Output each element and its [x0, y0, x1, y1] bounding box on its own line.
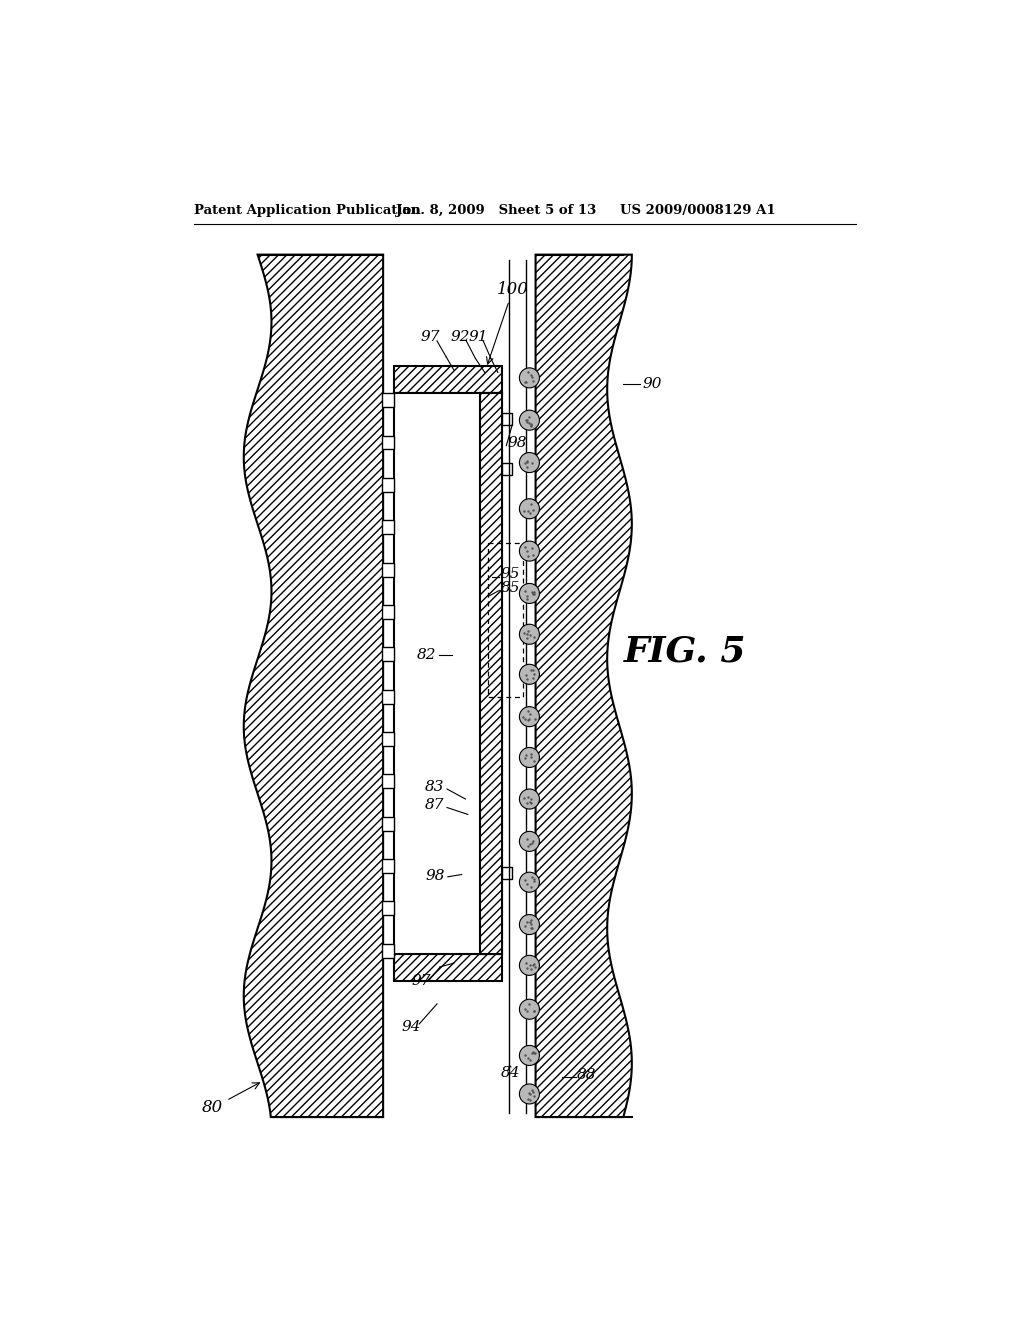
Text: 98: 98	[508, 437, 527, 450]
Polygon shape	[382, 859, 394, 873]
Text: 83: 83	[425, 780, 444, 795]
Polygon shape	[536, 255, 632, 1117]
Circle shape	[519, 999, 540, 1019]
Polygon shape	[502, 867, 512, 879]
Text: 94: 94	[401, 1020, 421, 1034]
Polygon shape	[382, 817, 394, 830]
Polygon shape	[382, 689, 394, 704]
Circle shape	[519, 873, 540, 892]
Circle shape	[519, 411, 540, 430]
Circle shape	[519, 915, 540, 935]
Text: 85: 85	[501, 581, 520, 595]
Text: US 2009/0008129 A1: US 2009/0008129 A1	[620, 205, 775, 218]
Polygon shape	[394, 954, 502, 981]
Text: 98: 98	[425, 869, 444, 883]
Polygon shape	[382, 647, 394, 661]
Text: 97: 97	[412, 974, 431, 987]
Circle shape	[519, 789, 540, 809]
Polygon shape	[382, 436, 394, 449]
Polygon shape	[394, 367, 502, 393]
Polygon shape	[382, 902, 394, 915]
Polygon shape	[382, 733, 394, 746]
Text: 92: 92	[451, 330, 470, 345]
Text: 100: 100	[486, 281, 529, 364]
Polygon shape	[394, 393, 502, 954]
Circle shape	[519, 1045, 540, 1065]
Polygon shape	[382, 393, 394, 407]
Circle shape	[519, 832, 540, 851]
Polygon shape	[382, 775, 394, 788]
Polygon shape	[502, 412, 512, 425]
Text: 87: 87	[425, 799, 444, 812]
Text: 97: 97	[420, 330, 440, 345]
Polygon shape	[382, 478, 394, 492]
Text: 88: 88	[578, 1068, 597, 1081]
Polygon shape	[382, 944, 394, 958]
Text: Patent Application Publication: Patent Application Publication	[194, 205, 421, 218]
Circle shape	[519, 956, 540, 975]
Circle shape	[519, 368, 540, 388]
Text: 84: 84	[501, 1067, 520, 1080]
Text: 95: 95	[501, 568, 520, 581]
Circle shape	[519, 453, 540, 473]
Text: 91: 91	[468, 330, 487, 345]
Circle shape	[519, 541, 540, 561]
Polygon shape	[382, 562, 394, 577]
Polygon shape	[382, 605, 394, 619]
Polygon shape	[502, 462, 512, 475]
Text: Jan. 8, 2009   Sheet 5 of 13: Jan. 8, 2009 Sheet 5 of 13	[396, 205, 596, 218]
Polygon shape	[244, 255, 383, 1117]
Text: 80: 80	[202, 1082, 259, 1117]
Circle shape	[519, 499, 540, 519]
Circle shape	[519, 747, 540, 767]
Text: 90: 90	[643, 378, 663, 391]
Text: FIG. 5: FIG. 5	[624, 634, 746, 668]
Circle shape	[519, 583, 540, 603]
Polygon shape	[382, 520, 394, 535]
Circle shape	[519, 624, 540, 644]
Circle shape	[519, 706, 540, 726]
Text: 82: 82	[417, 648, 436, 663]
Circle shape	[519, 664, 540, 684]
Circle shape	[519, 1084, 540, 1104]
Polygon shape	[480, 393, 502, 954]
